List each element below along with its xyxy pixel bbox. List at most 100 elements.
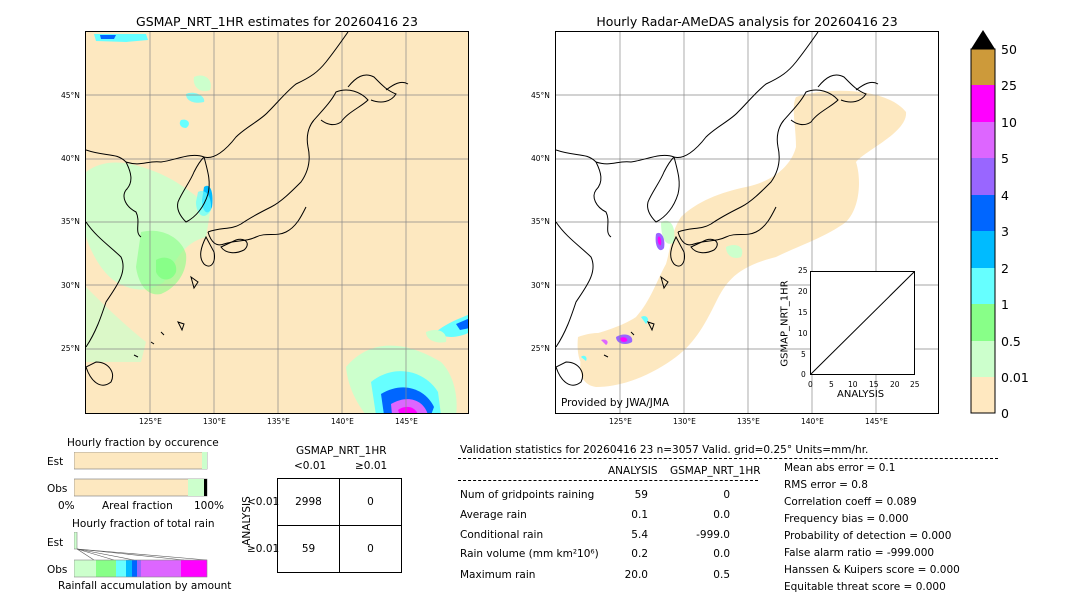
inset-xtick: 25 bbox=[910, 380, 920, 389]
stat-gsmap-value: 0.0 bbox=[713, 548, 730, 560]
validation-divider bbox=[458, 458, 998, 459]
stat-label: Num of gridpoints raining bbox=[460, 489, 595, 501]
inset-xtick: 20 bbox=[890, 380, 900, 389]
left-lon-label: 135°E bbox=[267, 417, 290, 426]
stat-analysis-value: 59 bbox=[634, 489, 648, 501]
score-line: Frequency bias = 0.000 bbox=[784, 513, 909, 525]
left-map-canvas bbox=[86, 32, 468, 413]
inset-diagonal bbox=[810, 271, 915, 375]
left-map bbox=[85, 31, 469, 414]
occurrence-chart bbox=[73, 451, 208, 497]
colorbar-label: 3 bbox=[1001, 224, 1009, 239]
inset-ytick: 0 bbox=[801, 370, 806, 379]
left-map-title: GSMAP_NRT_1HR estimates for 20260416 23 bbox=[136, 14, 418, 29]
contingency-row-label: <0.01 bbox=[247, 496, 280, 508]
left-lat-label: 40°N bbox=[61, 154, 80, 163]
inset-ylabel: GSMAP_NRT_1HR bbox=[779, 280, 791, 367]
total-axis-label: Rainfall accumulation by amount bbox=[58, 580, 232, 592]
validation-col-analysis: ANALYSIS bbox=[608, 465, 658, 477]
contingency-title: GSMAP_NRT_1HR bbox=[296, 445, 387, 457]
right-lat-label: 35°N bbox=[531, 217, 550, 226]
score-line: Correlation coeff = 0.089 bbox=[784, 496, 917, 508]
right-lon-label: 125°E bbox=[609, 417, 632, 426]
colorbar-label: 50 bbox=[1001, 42, 1017, 57]
colorbar-label: 1 bbox=[1001, 297, 1009, 312]
occurrence-axis-mid: Areal fraction bbox=[102, 500, 173, 512]
right-lon-label: 145°E bbox=[865, 417, 888, 426]
right-lat-label: 40°N bbox=[531, 154, 550, 163]
contingency-divider bbox=[278, 525, 401, 526]
left-lon-label: 140°E bbox=[331, 417, 354, 426]
total-row-obs: Obs bbox=[47, 564, 68, 576]
left-lon-label: 130°E bbox=[203, 417, 226, 426]
stat-label: Maximum rain bbox=[460, 569, 536, 581]
occurrence-axis-left: 0% bbox=[58, 500, 75, 512]
stat-gsmap-value: 0.5 bbox=[713, 569, 730, 581]
right-map-title: Hourly Radar-AMeDAS analysis for 2026041… bbox=[596, 14, 898, 29]
left-lat-label: 25°N bbox=[61, 344, 80, 353]
validation-header: Validation statistics for 20260416 23 n=… bbox=[460, 444, 869, 456]
occurrence-axis-right: 100% bbox=[194, 500, 225, 512]
colorbar bbox=[970, 30, 996, 414]
occurrence-title: Hourly fraction by occurence bbox=[67, 437, 219, 449]
right-lon-label: 140°E bbox=[801, 417, 824, 426]
contingency-col-label: ≥0.01 bbox=[355, 460, 388, 472]
contingency-cell: 0 bbox=[367, 496, 374, 508]
validation-divider bbox=[458, 480, 758, 481]
inset-xlabel: ANALYSIS bbox=[837, 389, 885, 400]
occurrence-row-est: Est bbox=[47, 456, 64, 468]
stat-analysis-value: 5.4 bbox=[631, 529, 648, 541]
score-line: RMS error = 0.8 bbox=[784, 479, 868, 491]
colorbar-label: 4 bbox=[1001, 188, 1009, 203]
contingency-row-label: ≥0.01 bbox=[247, 543, 280, 555]
left-lon-label: 125°E bbox=[139, 417, 162, 426]
radar-credit: Provided by JWA/JMA bbox=[561, 397, 670, 409]
right-lon-label: 130°E bbox=[673, 417, 696, 426]
stat-gsmap-value: -999.0 bbox=[696, 529, 730, 541]
right-lat-label: 30°N bbox=[531, 281, 550, 290]
colorbar-label: 0 bbox=[1001, 406, 1009, 421]
contingency-table: 2998 0 59 0 bbox=[277, 478, 402, 573]
colorbar-label: 0.01 bbox=[1001, 370, 1029, 385]
inset-ytick: 15 bbox=[798, 308, 808, 317]
score-line: Probability of detection = 0.000 bbox=[784, 530, 952, 542]
occurrence-row-obs: Obs bbox=[47, 483, 68, 495]
inset-ytick: 25 bbox=[798, 266, 808, 275]
colorbar-label: 10 bbox=[1001, 115, 1017, 130]
colorbar-label: 2 bbox=[1001, 261, 1009, 276]
inset-ytick: 20 bbox=[798, 287, 808, 296]
stat-analysis-value: 0.2 bbox=[631, 548, 648, 560]
right-lat-label: 45°N bbox=[531, 91, 550, 100]
right-lon-label: 135°E bbox=[737, 417, 760, 426]
inset-xtick: 0 bbox=[808, 380, 813, 389]
score-line: Equitable threat score = 0.000 bbox=[784, 581, 946, 593]
total-chart bbox=[73, 531, 208, 579]
stat-gsmap-value: 0 bbox=[723, 489, 730, 501]
right-lat-label: 25°N bbox=[531, 344, 550, 353]
contingency-cell: 59 bbox=[301, 543, 316, 555]
validation-col-gsmap: GSMAP_NRT_1HR bbox=[670, 465, 761, 477]
left-lat-label: 30°N bbox=[61, 281, 80, 290]
stat-gsmap-value: 0.0 bbox=[713, 509, 730, 521]
contingency-col-label: <0.01 bbox=[294, 460, 327, 472]
colorbar-label: 25 bbox=[1001, 78, 1017, 93]
occurrence-svg bbox=[73, 451, 208, 497]
score-line: Mean abs error = 0.1 bbox=[784, 462, 896, 474]
contingency-cell: 0 bbox=[367, 543, 374, 555]
left-lat-label: 35°N bbox=[61, 217, 80, 226]
total-title: Hourly fraction of total rain bbox=[72, 518, 215, 530]
inset-scatter bbox=[810, 271, 915, 375]
right-map-canvas bbox=[556, 32, 938, 413]
inset-xtick: 15 bbox=[869, 380, 879, 389]
stat-analysis-value: 20.0 bbox=[624, 569, 648, 581]
total-svg bbox=[73, 531, 208, 578]
contingency-cell: 2998 bbox=[295, 496, 322, 508]
colorbar-svg bbox=[970, 30, 996, 414]
stat-label: Rain volume (mm km²10⁶) bbox=[460, 548, 599, 560]
inset-ytick: 5 bbox=[801, 350, 806, 359]
colorbar-label: 5 bbox=[1001, 151, 1009, 166]
colorbar-label: 0.5 bbox=[1001, 334, 1021, 349]
inset-ytick: 10 bbox=[798, 329, 808, 338]
score-line: Hanssen & Kuipers score = 0.000 bbox=[784, 564, 960, 576]
score-line: False alarm ratio = -999.000 bbox=[784, 547, 935, 559]
